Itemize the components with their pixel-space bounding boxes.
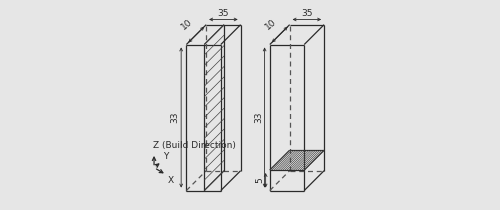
Text: 35: 35	[301, 9, 312, 18]
Text: X: X	[168, 176, 173, 185]
Text: 5: 5	[255, 177, 264, 183]
Text: 33: 33	[254, 112, 263, 123]
Text: 10: 10	[263, 17, 278, 32]
Text: 33: 33	[170, 112, 179, 123]
Text: 10: 10	[180, 17, 194, 32]
Text: Y: Y	[163, 152, 168, 161]
Text: Z (Build Direction): Z (Build Direction)	[153, 142, 236, 151]
Text: 35: 35	[218, 9, 229, 18]
